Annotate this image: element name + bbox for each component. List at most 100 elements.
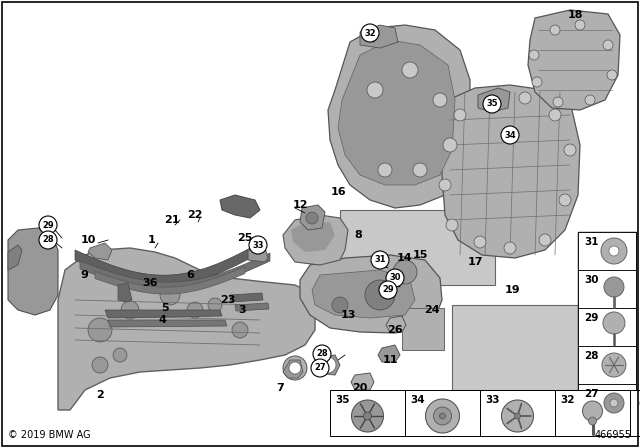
Bar [578,232,636,270]
Bar [630,390,640,436]
Circle shape [365,280,395,310]
Text: © 2019 BMW AG: © 2019 BMW AG [8,430,91,440]
Text: 12: 12 [292,200,308,210]
Text: 5: 5 [161,303,169,313]
Text: 466955: 466955 [595,430,632,440]
Circle shape [607,70,617,80]
Polygon shape [378,345,400,362]
Circle shape [439,179,451,191]
Circle shape [603,40,613,50]
Text: 30: 30 [584,275,598,285]
Circle shape [474,236,486,248]
Polygon shape [283,360,303,378]
Circle shape [160,285,180,305]
Circle shape [501,126,519,144]
Polygon shape [118,283,132,302]
Text: 16: 16 [330,187,346,197]
Text: 33: 33 [252,241,264,250]
Circle shape [351,400,383,432]
Circle shape [502,400,534,432]
Text: 27: 27 [584,389,598,399]
Polygon shape [312,270,415,318]
Circle shape [585,95,595,105]
Circle shape [88,318,112,342]
Text: 36: 36 [142,278,157,288]
Circle shape [529,50,539,60]
Circle shape [433,93,447,107]
Text: 15: 15 [412,250,428,260]
Text: 24: 24 [424,305,440,315]
Circle shape [386,269,404,287]
Polygon shape [220,195,260,218]
Text: 27: 27 [314,363,326,372]
Polygon shape [235,303,269,311]
Circle shape [332,297,348,313]
Polygon shape [300,255,442,333]
Polygon shape [442,85,580,258]
Circle shape [426,399,460,433]
Circle shape [313,345,331,363]
Bar [578,270,636,308]
Polygon shape [360,25,398,48]
Polygon shape [328,25,470,208]
Circle shape [232,322,248,338]
Circle shape [504,242,516,254]
Circle shape [582,401,602,421]
Polygon shape [478,88,510,112]
Text: 35: 35 [486,99,498,108]
Polygon shape [8,228,58,315]
Text: 26: 26 [387,325,403,335]
Bar [578,232,636,422]
Polygon shape [95,267,245,294]
Circle shape [589,417,596,425]
Text: 8: 8 [354,230,362,240]
Circle shape [378,163,392,177]
Circle shape [361,24,379,42]
Circle shape [483,95,501,113]
Circle shape [553,97,563,107]
Circle shape [532,77,542,87]
Circle shape [550,25,560,35]
Text: 9: 9 [80,270,88,280]
Text: 28: 28 [316,349,328,358]
Text: 32: 32 [560,395,575,405]
Text: 31: 31 [584,237,598,247]
Polygon shape [108,320,227,327]
Circle shape [306,212,318,224]
Circle shape [39,216,57,234]
Circle shape [539,234,551,246]
Polygon shape [300,205,325,230]
Polygon shape [291,222,335,252]
Circle shape [249,236,267,254]
Polygon shape [8,245,22,270]
Circle shape [601,238,627,264]
Circle shape [575,20,585,30]
Text: 6: 6 [186,270,194,280]
Bar [405,390,480,436]
Circle shape [433,407,451,425]
Text: 35: 35 [335,395,349,405]
Text: 29: 29 [42,220,54,229]
Circle shape [187,302,203,318]
Circle shape [402,62,418,78]
Text: 34: 34 [410,395,424,405]
Circle shape [454,109,466,121]
Circle shape [564,144,576,156]
Polygon shape [283,215,348,265]
Polygon shape [351,373,374,390]
Circle shape [283,356,307,380]
Polygon shape [80,253,270,290]
Text: 34: 34 [504,130,516,139]
Circle shape [367,82,383,98]
Text: 10: 10 [80,235,96,245]
Polygon shape [248,248,268,262]
Polygon shape [528,10,620,110]
Circle shape [39,231,57,249]
Text: 31: 31 [374,255,386,264]
Circle shape [208,298,222,312]
Bar [578,308,636,346]
Circle shape [604,277,624,297]
Text: 32: 32 [364,29,376,38]
Text: 7: 7 [276,383,284,393]
Text: 33: 33 [485,395,499,405]
